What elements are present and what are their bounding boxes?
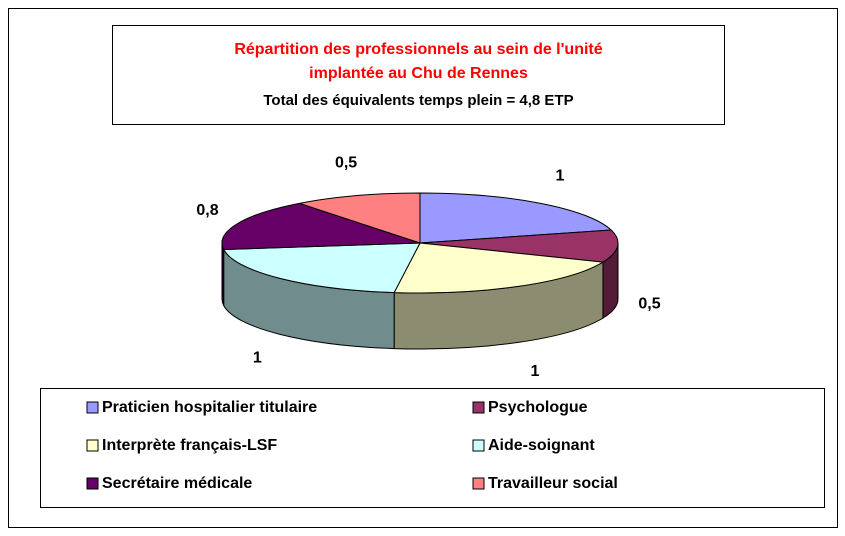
slice — [419, 192, 613, 244]
legend-label: Secrétaire médicale — [102, 475, 252, 492]
legend-swatch — [86, 477, 99, 490]
legend-swatch — [472, 439, 485, 452]
legend-swatch — [86, 439, 99, 452]
slice — [297, 192, 421, 244]
legend-swatch — [472, 477, 485, 490]
title-box: Répartition des professionnels au sein d… — [112, 25, 725, 125]
legend-label: Interprète français-LSF — [102, 437, 277, 454]
chart-subtitle: Total des équivalents temps plein = 4,8 … — [263, 92, 574, 109]
data-label: 0,5 — [335, 155, 357, 172]
slice — [393, 242, 605, 294]
legend-label: Praticien hospitalier titulaire — [102, 399, 317, 416]
legend-label: Travailleur social — [488, 475, 618, 492]
legend-swatch — [86, 401, 99, 414]
slice-side — [221, 242, 225, 306]
legend-label: Aide-soignant — [488, 437, 595, 454]
data-label: 1 — [531, 363, 540, 380]
pie: 1 0,5 1 1 0,8 0,5 — [196, 155, 660, 380]
chart-title: Répartition des professionnels au sein d… — [234, 41, 603, 82]
data-label: 1 — [556, 168, 565, 185]
data-label: 1 — [253, 350, 262, 367]
legend-box — [40, 388, 825, 508]
slice — [419, 229, 619, 263]
legend-label: Psychologue — [488, 399, 588, 416]
data-label: 0,5 — [638, 296, 660, 313]
legend: Praticien hospitalier titulaire Psycholog… — [86, 399, 618, 492]
slice — [221, 202, 421, 251]
legend-swatch — [472, 401, 485, 414]
slice — [222, 242, 421, 294]
data-label: 0,8 — [196, 202, 218, 219]
